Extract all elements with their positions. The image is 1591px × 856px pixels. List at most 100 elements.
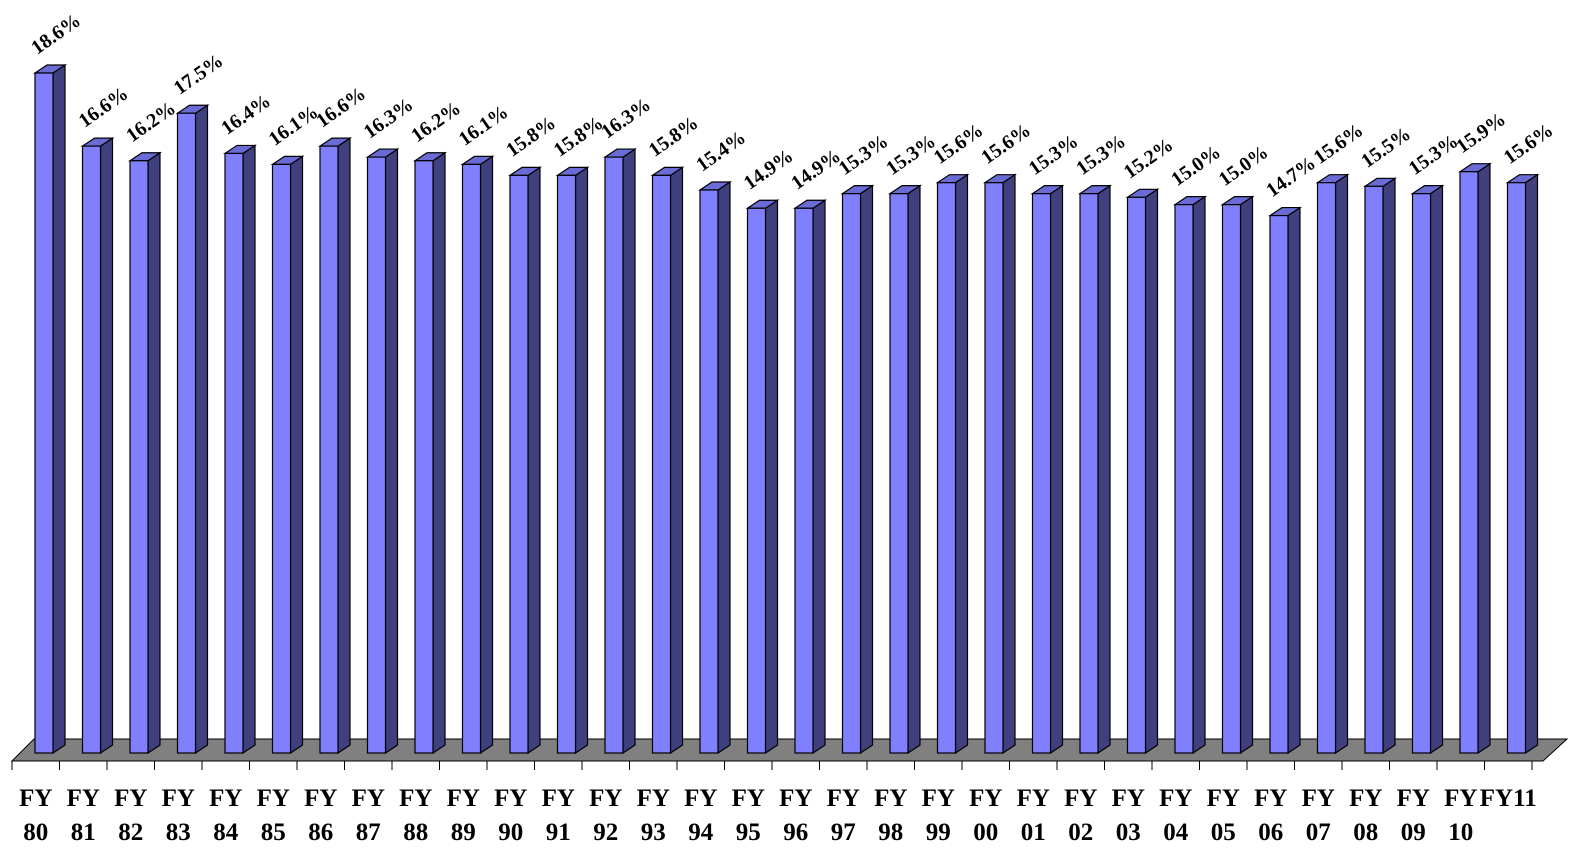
bar-front-face [225,153,243,753]
bar-front-face [558,175,576,753]
bar-3 [178,105,208,753]
x-tick-label: FY [827,785,860,812]
bar-front-face [985,183,1003,753]
x-tick-label-line2: 94 [688,819,714,846]
bar-front-face [178,113,196,753]
x-tick-label: FY [1112,785,1145,812]
x-tick-label: FY [1064,785,1097,812]
bar-20 [985,175,1015,753]
bar-0 [35,65,65,753]
x-tick-label: FY [494,785,527,812]
x-tick-label: FY [1159,785,1192,812]
bar-front-face [1365,186,1383,753]
bar-side-face [1478,164,1490,753]
bar-side-face [671,167,683,753]
x-tick-label-line2: 82 [118,819,143,846]
bar-side-face [1098,186,1110,753]
x-tick-label: FY [1207,785,1240,812]
data-label: 15.8% [645,112,703,162]
bar-front-face [463,164,481,753]
x-tick-label: FY [114,785,147,812]
x-tick-label: FY [969,785,1002,812]
x-tick-label: FY [67,785,100,812]
bar-side-face [1288,208,1300,753]
data-label: 15.6% [1310,119,1368,169]
bar-front-face [795,208,813,753]
x-tick-label: FY [684,785,717,812]
x-tick-label-line2: 97 [831,819,856,846]
data-label: 18.6% [27,10,85,60]
value-labels: 18.6%16.6%16.2%17.5%16.4%16.1%16.6%16.3%… [27,10,1557,202]
bar-front-face [938,183,956,753]
x-tick-label-line2: 04 [1163,819,1189,846]
bar-front-face [1128,197,1146,753]
bar-front-face [1080,194,1098,753]
bar-front-face [368,157,386,753]
x-tick-label-line2: 83 [166,819,191,846]
bar-side-face [291,156,303,753]
bar-side-face [1146,189,1158,753]
x-tick-label-line2: 92 [593,819,618,846]
bar-front-face [890,194,908,753]
bar-28 [1365,178,1395,753]
bar-front-face [843,194,861,753]
bar-front-face [510,175,528,753]
data-label: 15.3% [1072,130,1130,180]
bar-side-face [861,186,873,753]
bar-side-face [623,149,635,753]
bar-side-face [481,156,493,753]
x-tick-label-line2: 05 [1211,819,1236,846]
x-tick-label: FY [637,785,670,812]
bar-side-face [53,65,65,753]
bar-side-face [718,182,730,753]
x-tick-label: FY [874,785,907,812]
bar-front-face [1508,183,1526,753]
x-tick-label-line2: 01 [1021,819,1046,846]
x-tick-label: FY [1444,785,1477,812]
bar-side-face [766,200,778,753]
bar-2 [130,153,160,753]
bar-front-face [1413,194,1431,753]
data-label: 15.0% [1167,141,1225,191]
bar-13 [653,167,683,753]
bar-23 [1128,189,1158,753]
x-tick-label: FY [209,785,242,812]
bar-19 [938,175,968,753]
x-tick-label: FY [1349,785,1382,812]
bar-side-face [1003,175,1015,753]
bar-front-face [1223,205,1241,753]
x-tick-label-line2: 03 [1116,819,1141,846]
bar-front-face [1318,183,1336,753]
bar-front-face [748,208,766,753]
bar-front-face [1033,194,1051,753]
bar-18 [890,186,920,753]
x-tick-label-line2: 96 [783,819,808,846]
data-label: 16.2% [122,97,180,147]
bar-side-face [433,153,445,753]
bar-side-face [908,186,920,753]
bar-21 [1033,186,1063,753]
x-tick-label-line2: 91 [546,819,571,846]
data-label: 15.6% [930,119,988,169]
bar-9 [463,156,493,753]
x-tick-label-line2: 90 [498,819,523,846]
bar-front-face [83,146,101,753]
bar-6 [320,138,350,753]
x-tick-label-line2: 08 [1353,819,1378,846]
bar-side-face [1051,186,1063,753]
x-axis: FY80FY81FY82FY83FY84FY85FY86FY87FY88FY89… [12,761,1543,846]
bar-side-face [1431,186,1443,753]
bar-27 [1318,175,1348,753]
x-tick-label-line2: 99 [926,819,951,846]
bar-front-face [273,164,291,753]
x-tick-label-line2: 93 [641,819,666,846]
bar-side-face [1383,178,1395,753]
bar-front-face [1270,216,1288,753]
x-tick-label-line2: 02 [1068,819,1093,846]
bar-30 [1460,164,1490,753]
bar-side-face [243,145,255,753]
x-tick-label-line2: 06 [1258,819,1283,846]
bar-5 [273,156,303,753]
x-tick-label-line2: 95 [736,819,761,846]
